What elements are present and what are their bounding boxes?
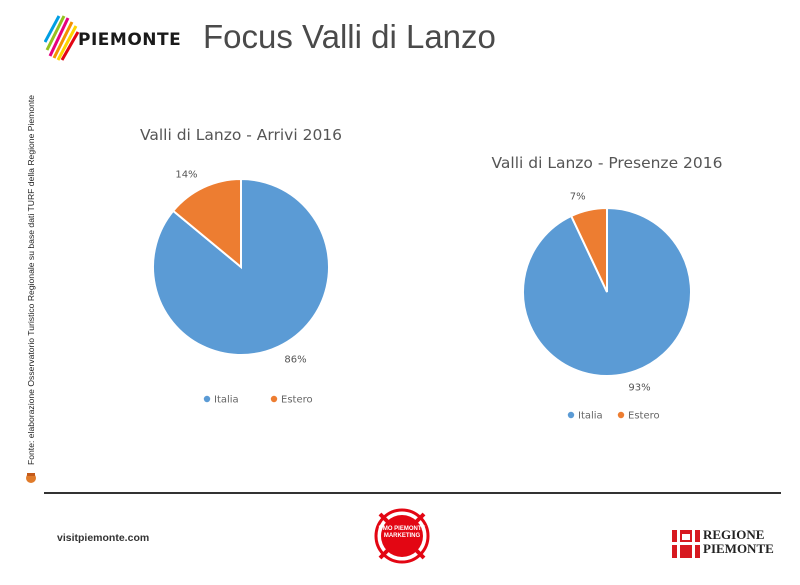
source-note: Fonte: elaborazione Osservatorio Turisti… [26,94,36,465]
presenze-pie-chart: Valli di Lanzo - Presenze 2016 93% 7% Ita… [492,154,723,422]
data-label-italia: 86% [284,354,306,365]
pie-slice-italia [152,177,330,356]
regione-shield-icon [672,530,700,558]
piemonte-logo: PIEMONTE [43,12,194,66]
regione-line1: REGIONE [703,527,765,542]
dmo-logo-icon [374,508,430,564]
pie-slice-estero [171,177,242,270]
regione-line2: PIEMONTE [703,541,774,556]
data-label-estero: 7% [570,191,586,202]
dmo-logo-text: DMO PIEMONTE MARKETING [378,526,426,539]
data-label-italia: 93% [628,383,650,394]
website-link[interactable]: visitpiemonte.com [57,532,150,544]
legend-marker-italia [567,411,575,419]
pie-slice-estero [569,206,608,293]
data-label-estero: 14% [175,170,197,181]
legend-label-italia: Italia [214,395,239,406]
piemonte-logo-mark-icon [43,15,80,61]
chart-title: Valli di Lanzo - Presenze 2016 [492,154,723,172]
chart-title: Valli di Lanzo - Arrivi 2016 [140,126,342,144]
legend-marker-italia [203,395,211,403]
legend-marker-estero [270,395,278,403]
piemonte-logo-text: PIEMONTE [78,30,182,50]
legend-label-estero: Estero [628,411,660,422]
legend-marker-estero [617,411,625,419]
page-title: Focus Valli di Lanzo [203,18,496,55]
legend-label-estero: Estero [281,395,313,406]
footer-divider [44,492,781,494]
source-mark-icon [26,473,36,483]
arrivi-pie-chart: Valli di Lanzo - Arrivi 2016 86% 14% Ital… [140,126,342,406]
legend-label-italia: Italia [578,411,603,422]
